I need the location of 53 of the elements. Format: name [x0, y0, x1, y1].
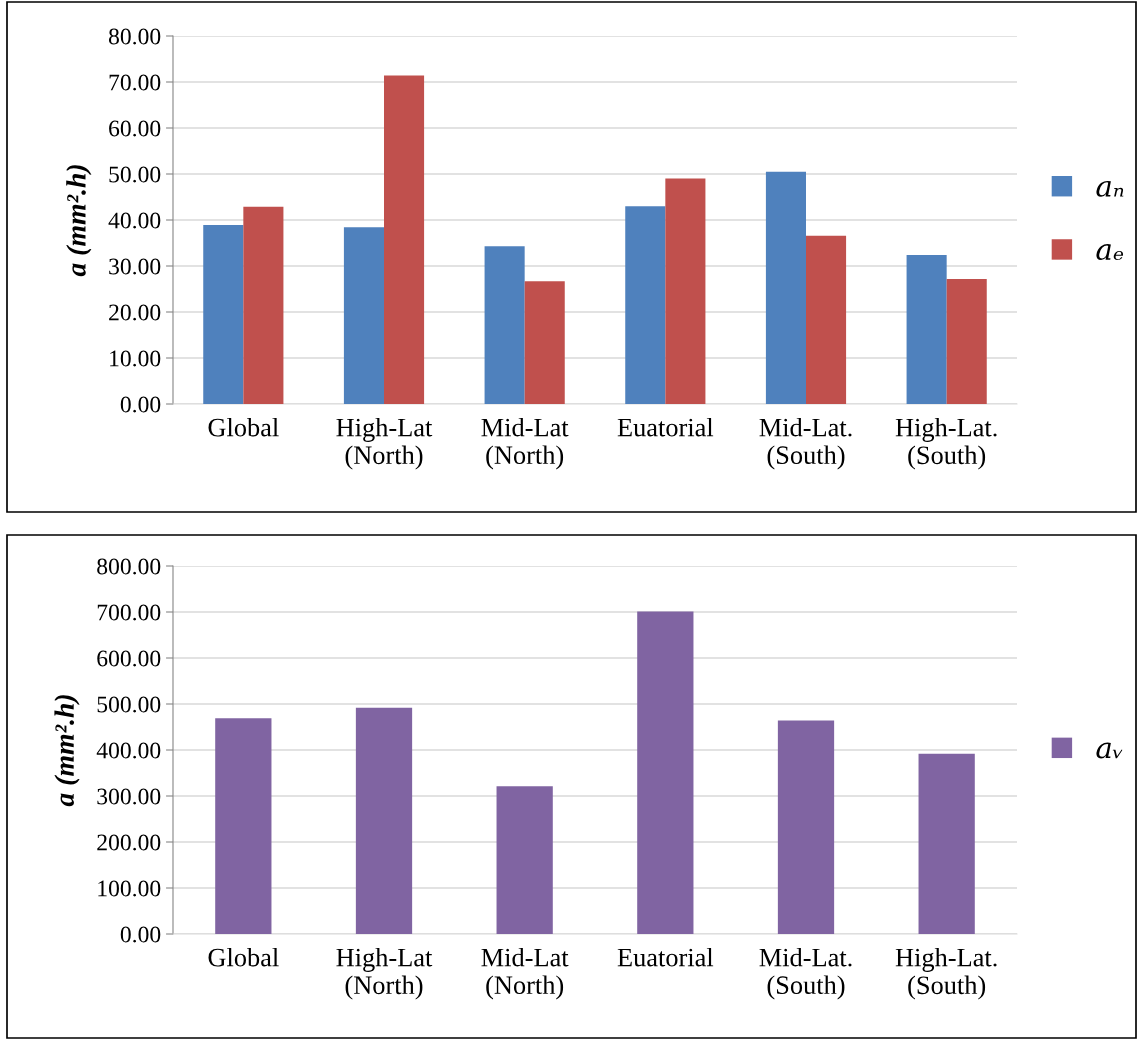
x-tick-label: Mid-Lat (North) — [481, 417, 569, 470]
x-tick-label: Euatorial — [617, 417, 714, 437]
x-tick-label: Global — [208, 417, 279, 437]
bar — [777, 720, 835, 934]
y-tick-label: 600.00 — [97, 650, 161, 667]
x-tick-label: Mid-Lat. (South) — [759, 417, 852, 470]
x-tick-label: High-Lat (North) — [336, 417, 433, 470]
y-tick-label: 100.00 — [98, 880, 161, 897]
x-tick-label: Global — [208, 947, 279, 967]
y-tick-label: 700.00 — [97, 604, 161, 621]
x-tick-label: High-Lat. (South) — [895, 947, 997, 1000]
y-axis-title: a (mm².h) — [66, 165, 92, 277]
bar — [918, 753, 975, 934]
y-tick-label: 200.00 — [97, 834, 161, 851]
y-tick-label: 40.00 — [108, 212, 161, 229]
y-tick-label: 800.00 — [97, 558, 161, 575]
bar — [637, 611, 694, 934]
bar — [484, 246, 525, 404]
y-tick-label: 70.00 — [109, 74, 161, 91]
bar — [765, 171, 806, 404]
bar — [215, 718, 272, 934]
bar — [384, 75, 425, 404]
y-tick-label: 300.00 — [97, 788, 161, 805]
x-tick-label: High-Lat. (South) — [895, 417, 997, 470]
bar — [524, 281, 565, 404]
bar — [203, 225, 244, 404]
y-tick-label: 60.00 — [109, 120, 161, 137]
y-tick-label: 50.00 — [109, 166, 161, 183]
bar — [243, 206, 284, 404]
bar — [946, 278, 987, 404]
x-tick-label: Euatorial — [617, 947, 714, 967]
bar — [665, 178, 706, 404]
x-tick-label: Mid-Lat. (South) — [759, 947, 852, 1000]
y-axis-title: a (mm².h) — [54, 695, 80, 807]
legend-label: aₙ — [1096, 180, 1124, 197]
bar — [496, 786, 553, 934]
y-tick-label: 0.00 — [120, 396, 161, 413]
bar — [343, 227, 384, 404]
y-tick-label: 80.00 — [108, 28, 161, 45]
bar — [625, 206, 666, 404]
y-tick-label: 20.00 — [109, 304, 161, 321]
bar — [906, 254, 947, 404]
y-tick-label: 30.00 — [109, 258, 161, 275]
bar — [806, 235, 847, 404]
bar — [355, 707, 413, 934]
legend-label: aᵥ — [1096, 742, 1123, 759]
y-tick-label: 500.00 — [97, 696, 161, 713]
y-tick-label: 400.00 — [96, 742, 161, 759]
y-tick-label: 10.00 — [110, 350, 161, 367]
y-tick-label: 0.00 — [120, 926, 161, 943]
x-tick-label: High-Lat (North) — [336, 947, 433, 1000]
x-tick-label: Mid-Lat (North) — [481, 947, 569, 1000]
legend-label: aₑ — [1096, 244, 1124, 261]
